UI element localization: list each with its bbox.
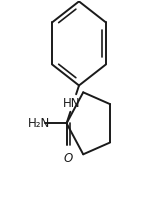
Text: HN: HN [63, 97, 81, 110]
Text: H₂N: H₂N [27, 117, 50, 130]
Text: O: O [64, 152, 73, 165]
